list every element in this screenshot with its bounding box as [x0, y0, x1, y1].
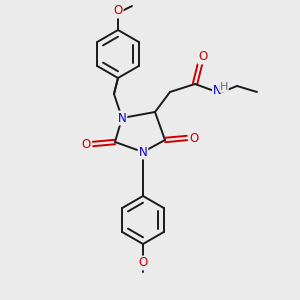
Text: O: O [81, 137, 91, 151]
Text: N: N [139, 146, 147, 158]
Text: O: O [198, 50, 208, 64]
Text: O: O [113, 4, 123, 17]
Text: O: O [189, 131, 199, 145]
Text: N: N [213, 85, 221, 98]
Text: H: H [220, 82, 228, 92]
Text: O: O [138, 256, 148, 269]
Text: N: N [118, 112, 126, 124]
